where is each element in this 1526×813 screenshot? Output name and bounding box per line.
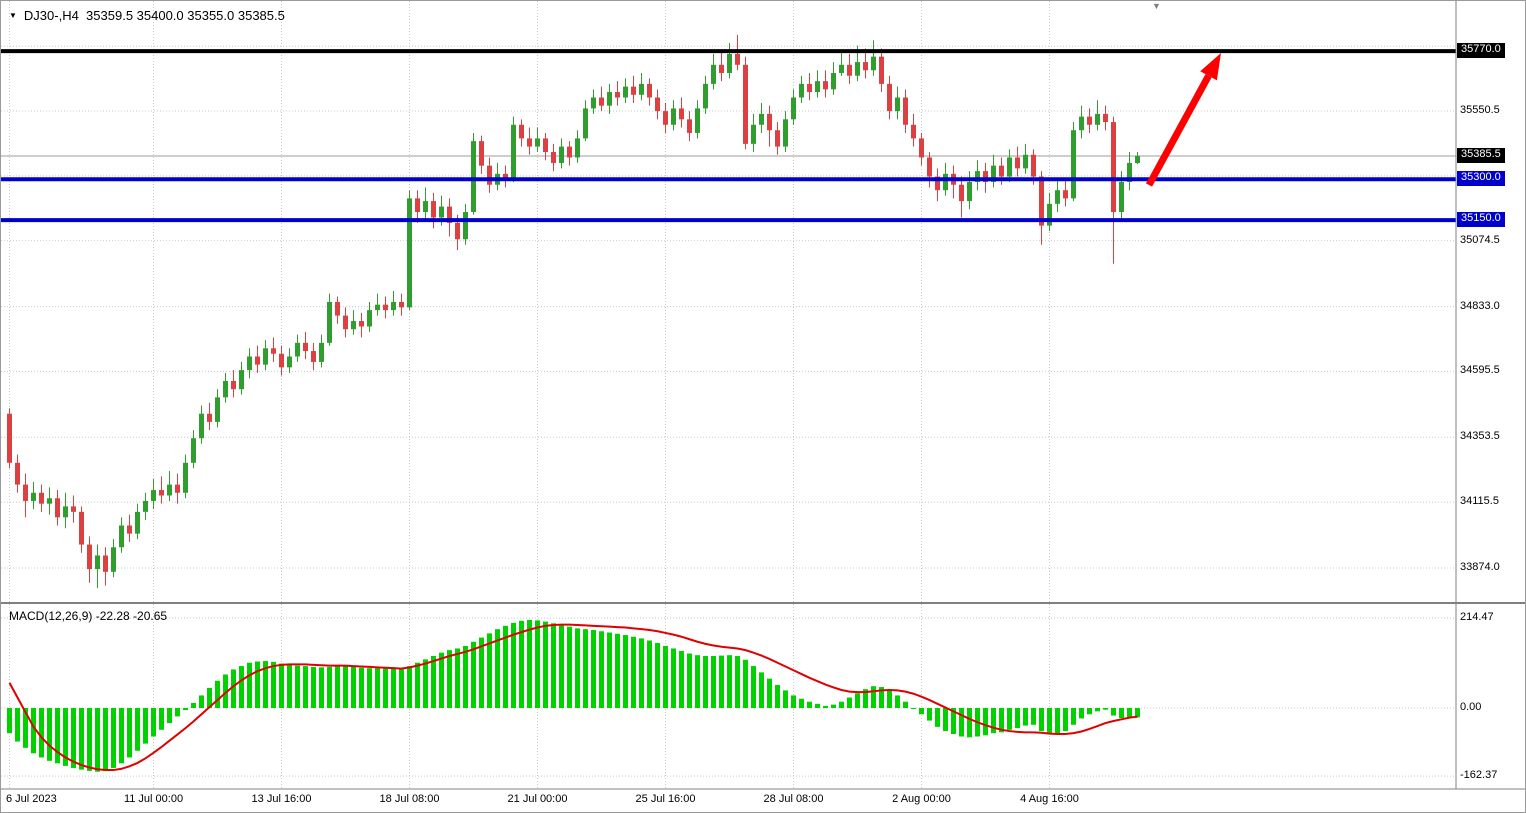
chart-shift-marker-icon[interactable]: ▼ [1152,1,1161,11]
expand-icon[interactable]: ▼ [9,11,17,20]
symbol-ohlc-text: DJ30-,H4 35359.5 35400.0 35355.0 35385.5 [23,8,285,23]
macd-indicator-label: MACD(12,26,9) -22.28 -20.65 [9,609,168,623]
symbol-info: ▼ DJ30-,H4 35359.5 35400.0 35355.0 35385… [9,8,285,23]
